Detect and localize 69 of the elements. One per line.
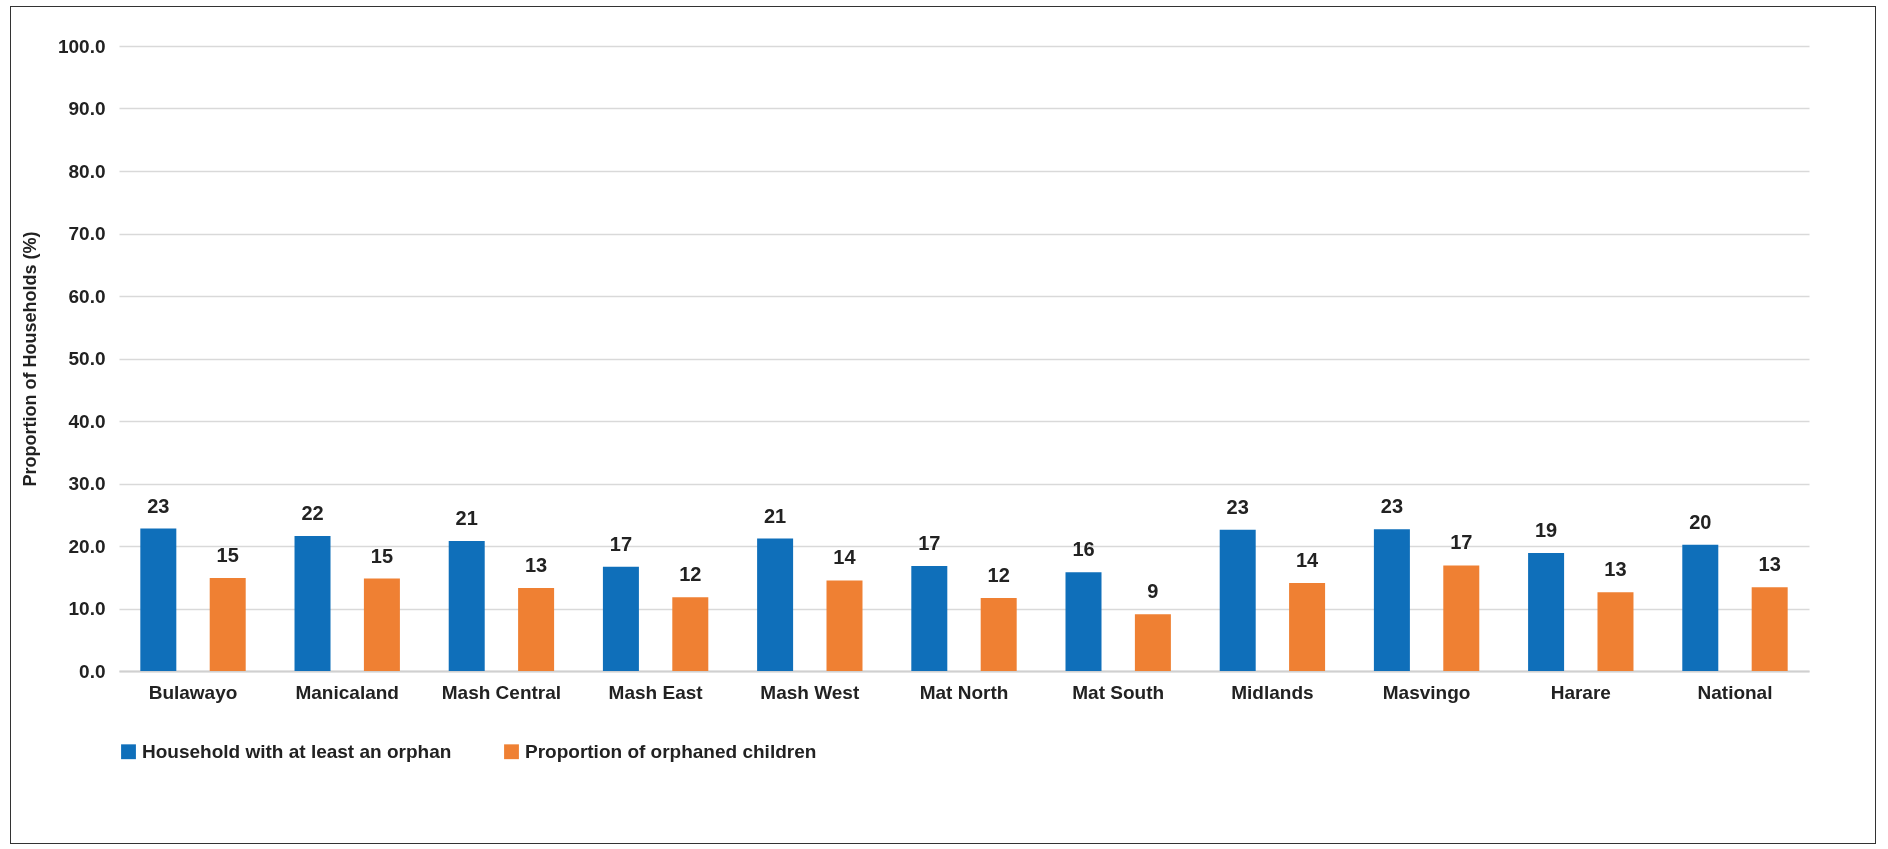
y-tick-label: 70.0 <box>68 223 106 244</box>
bar <box>826 580 863 671</box>
bar <box>140 528 177 671</box>
data-label: 13 <box>524 553 548 576</box>
bar <box>911 566 948 671</box>
bar <box>518 587 555 671</box>
y-tick-label: 80.0 <box>68 160 106 182</box>
data-label: 14 <box>833 546 857 569</box>
data-label: 13 <box>1758 553 1781 576</box>
y-tick-label: 30.0 <box>68 473 106 494</box>
y-tick-label: 20.0 <box>68 535 106 557</box>
data-label: 9 <box>1147 580 1159 603</box>
data-label: 20 <box>1689 510 1712 533</box>
bar <box>1134 614 1171 671</box>
x-tick-label: Bulawayo <box>148 681 238 703</box>
bar <box>1528 552 1565 671</box>
x-tick-label: Mat South <box>1072 681 1165 703</box>
data-label: 16 <box>1072 538 1095 561</box>
bar <box>448 541 485 671</box>
x-tick-label: Manicaland <box>295 681 399 703</box>
bar <box>672 597 709 671</box>
legend-label: Household with at least an orphan <box>142 740 452 762</box>
bar <box>602 566 639 671</box>
bar <box>294 536 331 671</box>
data-label: 14 <box>1295 548 1320 571</box>
bar <box>1597 592 1634 671</box>
data-label: 23 <box>147 494 170 517</box>
x-tick-label: Midlands <box>1231 681 1314 703</box>
data-label: 19 <box>1534 518 1558 541</box>
data-label: 13 <box>1604 558 1627 581</box>
y-tick-label: 0.0 <box>79 660 106 682</box>
bar <box>757 538 794 671</box>
legend-label: Proportion of orphaned children <box>525 740 817 762</box>
x-tick-label: Mash Central <box>441 681 562 703</box>
data-label: 23 <box>1226 495 1249 518</box>
bar <box>1289 582 1326 671</box>
bar <box>1443 565 1480 671</box>
y-axis-title: Proportion of Households (%) <box>19 231 40 487</box>
data-label: 12 <box>679 563 702 586</box>
data-label: 17 <box>1450 531 1473 554</box>
data-label: 17 <box>609 532 633 555</box>
y-tick-label: 10.0 <box>68 598 106 619</box>
x-tick-label: Mat North <box>919 681 1009 703</box>
data-label: 21 <box>455 507 478 529</box>
bar <box>1682 544 1719 671</box>
y-tick-label: 50.0 <box>68 348 106 369</box>
data-label: 23 <box>1380 495 1404 518</box>
x-tick-label: Masvingo <box>1382 681 1471 703</box>
x-tick-label: National <box>1697 681 1773 703</box>
y-tick-label: 90.0 <box>68 98 106 119</box>
data-label: 15 <box>370 544 394 567</box>
y-tick-label: 60.0 <box>68 285 106 307</box>
data-label: 22 <box>301 502 324 524</box>
data-label: 21 <box>763 504 787 527</box>
data-label: 17 <box>918 532 941 554</box>
bar <box>363 578 400 671</box>
x-tick-label: Harare <box>1550 681 1611 703</box>
data-label: 15 <box>216 543 239 566</box>
bar <box>980 597 1017 671</box>
data-label: 12 <box>987 563 1010 586</box>
bar <box>1219 529 1256 671</box>
bar <box>1751 587 1788 671</box>
bar <box>209 577 246 671</box>
bar <box>1373 529 1410 671</box>
y-tick-label: 40.0 <box>68 410 106 432</box>
x-tick-label: Mash West <box>760 681 860 703</box>
bar <box>1065 572 1102 671</box>
x-tick-label: Mash East <box>608 681 704 703</box>
y-tick-label: 100.0 <box>57 35 106 57</box>
